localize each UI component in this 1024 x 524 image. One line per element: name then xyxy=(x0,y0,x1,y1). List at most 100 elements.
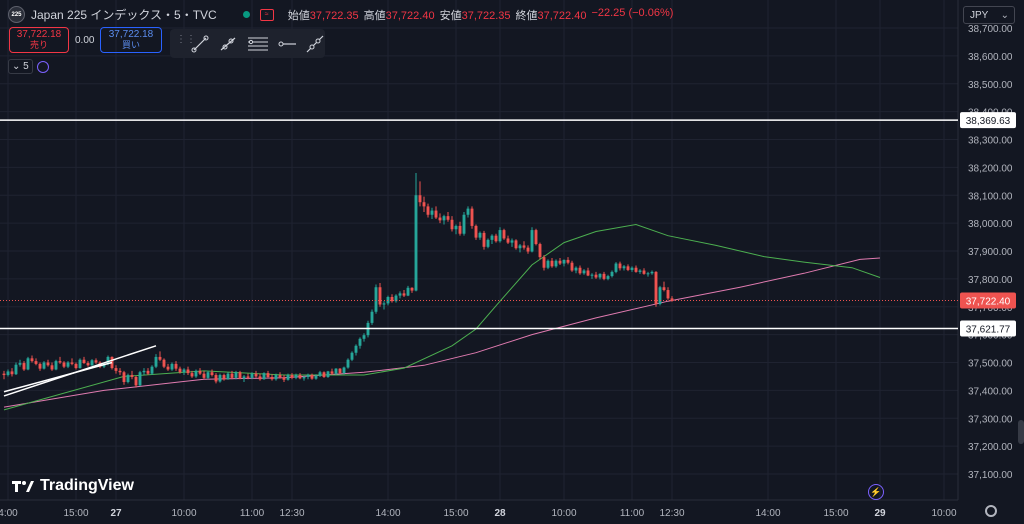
candle-body xyxy=(618,263,622,269)
candle-body xyxy=(634,267,638,272)
y-tick-label: 37,500.00 xyxy=(968,359,1013,370)
candle-body xyxy=(646,273,650,275)
candle-body xyxy=(514,240,518,249)
extended-line-icon[interactable] xyxy=(305,33,325,55)
y-tick-label: 38,700.00 xyxy=(968,24,1013,35)
candle-body xyxy=(230,373,234,378)
candle-body xyxy=(246,376,250,378)
flag-icon[interactable]: ≈ xyxy=(259,8,274,21)
ohlc-values: 始値37,722.35 高値37,722.40 安値37,722.35 終値37… xyxy=(288,7,674,23)
candle-body xyxy=(190,373,194,377)
candle-body xyxy=(390,296,394,302)
candle-body xyxy=(382,303,386,305)
candle-body xyxy=(338,368,342,374)
gear-icon[interactable] xyxy=(985,505,997,517)
candle-body xyxy=(346,359,350,368)
collapse-indicators-button[interactable]: ⌄ 5 xyxy=(8,59,33,74)
candle-body xyxy=(586,270,590,276)
candle-body xyxy=(666,290,670,299)
buy-button[interactable]: 37,722.18 買い xyxy=(100,27,162,53)
y-tick-label: 38,200.00 xyxy=(968,163,1013,174)
candle-body xyxy=(406,287,410,296)
currency-select[interactable]: JPY ⌄ xyxy=(963,6,1015,24)
horizontal-line-label: 38,369.63 xyxy=(966,116,1011,127)
candle-body xyxy=(438,217,442,221)
indicator-settings-icon[interactable] xyxy=(36,60,49,73)
candle-body xyxy=(226,373,230,380)
candle-body xyxy=(626,266,630,270)
candle-body xyxy=(662,287,666,291)
candle-body xyxy=(498,230,502,242)
y-tick-label: 37,200.00 xyxy=(968,442,1013,453)
horizontal-line-label-bg xyxy=(960,112,1016,129)
candle-body xyxy=(334,368,338,374)
candle-body xyxy=(354,345,358,353)
ohlc-change-value: −22.25 (−0.06%) xyxy=(591,6,674,19)
candle-body xyxy=(670,298,674,301)
candle-body xyxy=(82,359,86,364)
candle-body xyxy=(450,219,454,230)
scrollbar[interactable] xyxy=(1018,420,1024,444)
candle-body xyxy=(314,375,318,379)
sell-button[interactable]: 37,722.18 売り xyxy=(9,27,69,53)
drag-handle-icon[interactable]: ⋮⋮ xyxy=(176,33,196,45)
lightning-icon[interactable]: ⚡ xyxy=(868,484,884,500)
candle-body xyxy=(62,362,66,367)
market-status-icon[interactable] xyxy=(242,11,250,18)
symbol-title[interactable]: Japan 225 インデックス・5・TVC xyxy=(31,8,217,22)
candle-body xyxy=(122,372,126,383)
y-tick-label: 38,000.00 xyxy=(968,219,1013,230)
x-tick-label: 15:00 xyxy=(443,508,468,519)
candle-body xyxy=(482,232,486,247)
ray-tool-icon[interactable] xyxy=(218,33,238,55)
candle-body xyxy=(590,274,594,276)
candle-body xyxy=(622,266,626,269)
candle-body xyxy=(502,230,506,239)
buy-label: 買い xyxy=(121,40,140,50)
candle-body xyxy=(66,362,70,367)
candle-body xyxy=(270,376,274,380)
candle-body xyxy=(310,375,314,379)
horizontal-ray-icon[interactable] xyxy=(277,33,297,55)
candle-body xyxy=(474,225,478,238)
candle-body xyxy=(350,352,354,360)
candle-body xyxy=(486,239,490,247)
candle-body xyxy=(74,363,78,369)
y-tick-label: 38,300.00 xyxy=(968,136,1013,147)
ohlc-open-label: 始値 xyxy=(287,9,310,22)
candle-body xyxy=(78,359,82,369)
ohlc-high-value: 37,722.40 xyxy=(385,9,435,22)
candle-body xyxy=(394,295,398,302)
candle-body xyxy=(650,271,654,274)
candle-body xyxy=(286,375,290,380)
candle-body xyxy=(242,376,246,379)
candle-body xyxy=(530,230,534,252)
candle-body xyxy=(494,235,498,242)
candle-body xyxy=(30,358,34,362)
candle-body xyxy=(510,240,514,243)
symbol-logo-icon[interactable]: 225 xyxy=(8,6,25,23)
chevron-down-icon: ⌄ xyxy=(1000,10,1009,21)
candle-body xyxy=(322,372,326,377)
candle-body xyxy=(658,287,662,304)
buy-price: 37,722.18 xyxy=(108,29,154,40)
candle-body xyxy=(522,245,526,248)
x-tick-label: 14:00 xyxy=(755,508,780,519)
candle-body xyxy=(126,375,130,383)
candle-body xyxy=(434,210,438,218)
candle-body xyxy=(362,335,366,339)
y-tick-label: 37,900.00 xyxy=(968,247,1013,258)
candle-body xyxy=(42,362,46,369)
fib-tool-icon[interactable] xyxy=(247,33,269,55)
candle-body xyxy=(150,366,154,374)
candle-body xyxy=(562,259,566,264)
currency-label: JPY xyxy=(970,10,989,21)
ma-green-line xyxy=(3,223,881,411)
candle-body xyxy=(410,287,414,291)
tradingview-logo[interactable]: TradingView xyxy=(12,477,134,495)
candle-body xyxy=(254,373,258,377)
ohlc-low-label: 安値 xyxy=(439,9,462,22)
candle-body xyxy=(282,377,286,380)
trendline-tool-icon[interactable] xyxy=(190,33,210,55)
